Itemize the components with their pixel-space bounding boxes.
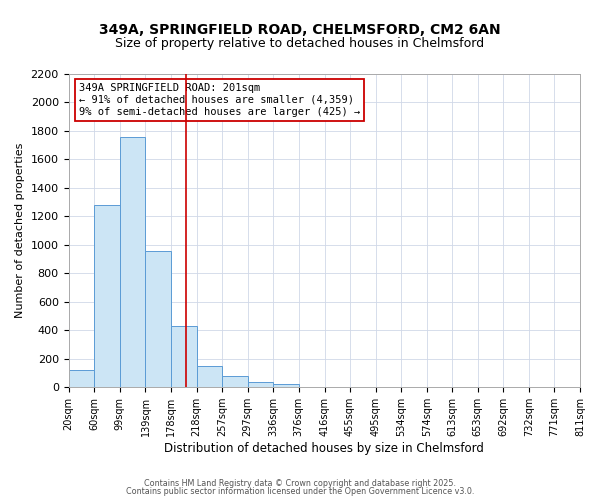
- Text: Size of property relative to detached houses in Chelmsford: Size of property relative to detached ho…: [115, 38, 485, 51]
- Bar: [119, 136, 145, 387]
- Text: 349A SPRINGFIELD ROAD: 201sqm
← 91% of detached houses are smaller (4,359)
9% of: 349A SPRINGFIELD ROAD: 201sqm ← 91% of d…: [79, 84, 360, 116]
- X-axis label: Distribution of detached houses by size in Chelmsford: Distribution of detached houses by size …: [164, 442, 484, 455]
- Bar: [273, 384, 299, 387]
- Bar: [94, 205, 119, 387]
- Text: Contains HM Land Registry data © Crown copyright and database right 2025.: Contains HM Land Registry data © Crown c…: [144, 478, 456, 488]
- Bar: [68, 370, 94, 387]
- Text: Contains public sector information licensed under the Open Government Licence v3: Contains public sector information licen…: [126, 487, 474, 496]
- Bar: [170, 326, 197, 387]
- Bar: [197, 366, 222, 387]
- Y-axis label: Number of detached properties: Number of detached properties: [15, 143, 25, 318]
- Text: 349A, SPRINGFIELD ROAD, CHELMSFORD, CM2 6AN: 349A, SPRINGFIELD ROAD, CHELMSFORD, CM2 …: [99, 22, 501, 36]
- Bar: [145, 250, 170, 387]
- Bar: [248, 382, 273, 387]
- Bar: [222, 376, 248, 387]
